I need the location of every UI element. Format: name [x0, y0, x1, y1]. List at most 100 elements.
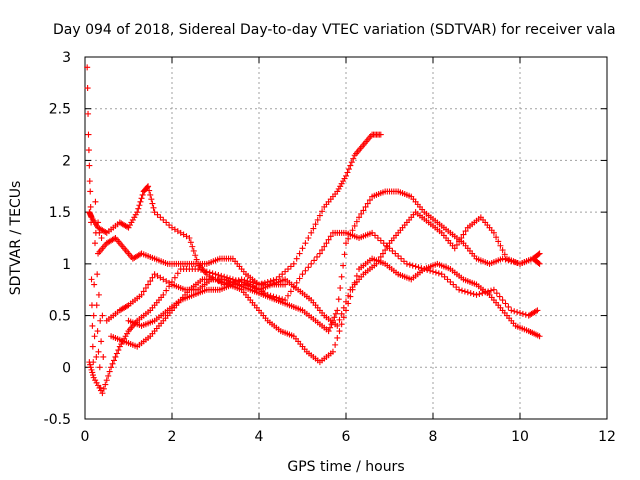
data-point [163, 287, 170, 294]
data-point [334, 307, 341, 314]
data-point [89, 343, 96, 350]
data-point [340, 178, 347, 185]
x-tick-label: 8 [429, 429, 438, 445]
data-point [174, 270, 181, 277]
data-point [377, 253, 384, 260]
data-point [99, 312, 106, 319]
data-point [456, 286, 463, 293]
data-point [147, 278, 154, 285]
data-point [258, 280, 265, 287]
data-point [406, 261, 413, 268]
data-point [495, 238, 502, 245]
data-point [112, 353, 119, 360]
data-point [499, 297, 506, 304]
data-point [458, 235, 465, 241]
data-point [366, 197, 373, 204]
data-point [373, 260, 380, 267]
data-point [154, 211, 161, 218]
data-point [138, 291, 145, 298]
data-point [321, 243, 328, 250]
y-tick-label: 0 [62, 360, 71, 376]
data-point [341, 251, 348, 258]
data-point [142, 284, 149, 291]
data-point [438, 271, 445, 278]
data-point [508, 307, 515, 314]
data-point [331, 314, 338, 321]
data-point [86, 162, 93, 169]
data-point [403, 260, 410, 267]
data-point [476, 291, 483, 298]
data-point [493, 290, 500, 297]
data-point [218, 272, 225, 279]
x-tick-label: 4 [255, 429, 264, 445]
data-point [215, 272, 222, 279]
y-tick-label: 2.5 [49, 102, 71, 118]
data-point [473, 291, 480, 298]
data-point [290, 260, 297, 267]
data-point [105, 372, 112, 379]
data-point [343, 172, 349, 179]
data-point [302, 267, 309, 274]
data-point [299, 271, 306, 278]
data-point [319, 208, 326, 215]
data-point [337, 284, 344, 291]
data-point [86, 178, 93, 185]
data-point [336, 328, 343, 335]
data-point [270, 277, 277, 284]
data-point [99, 390, 106, 397]
data-point [149, 200, 156, 207]
data-point [91, 281, 98, 288]
chart-title: Day 094 of 2018, Sidereal Day-to-day VTE… [53, 22, 616, 38]
data-point [87, 203, 94, 210]
data-point [517, 309, 523, 316]
x-tick-label: 0 [81, 429, 90, 445]
data-point [285, 292, 291, 299]
data-point [374, 235, 381, 241]
data-point [150, 204, 157, 211]
data-point [296, 250, 303, 257]
data-point [488, 287, 494, 294]
data-point [100, 385, 107, 392]
data-point [358, 210, 365, 217]
data-point [329, 348, 336, 355]
data-point [323, 240, 330, 247]
data-point [319, 247, 326, 254]
data-point [327, 233, 334, 240]
data-point [137, 198, 144, 205]
data-point [106, 368, 113, 375]
data-point [389, 247, 396, 254]
data-point [282, 281, 289, 288]
data-point [140, 288, 147, 295]
data-point [287, 263, 294, 270]
data-point [98, 338, 105, 345]
data-series [84, 64, 107, 391]
data-point [97, 317, 104, 324]
y-tick-label: 2 [62, 153, 71, 169]
data-point [340, 314, 347, 321]
data-point [94, 271, 101, 278]
data-point [87, 361, 94, 368]
data-point [147, 191, 154, 198]
data-point [145, 183, 152, 190]
data-point [511, 308, 518, 315]
data-point [453, 284, 460, 291]
data-point [338, 273, 345, 280]
y-tick-label: 1.5 [49, 205, 71, 221]
data-point [190, 247, 197, 254]
data-point [90, 359, 97, 366]
data-point [209, 270, 216, 277]
data-point [447, 278, 454, 285]
data-point [360, 207, 367, 214]
data-point [151, 209, 158, 216]
data-point [279, 271, 286, 278]
data-point [536, 333, 543, 340]
data-point [353, 272, 360, 279]
data-point [340, 262, 347, 269]
data-point [362, 203, 369, 210]
data-point [157, 214, 164, 221]
data-point [461, 288, 468, 295]
data-series [103, 188, 543, 335]
data-point [299, 245, 306, 252]
data-point [375, 257, 382, 264]
